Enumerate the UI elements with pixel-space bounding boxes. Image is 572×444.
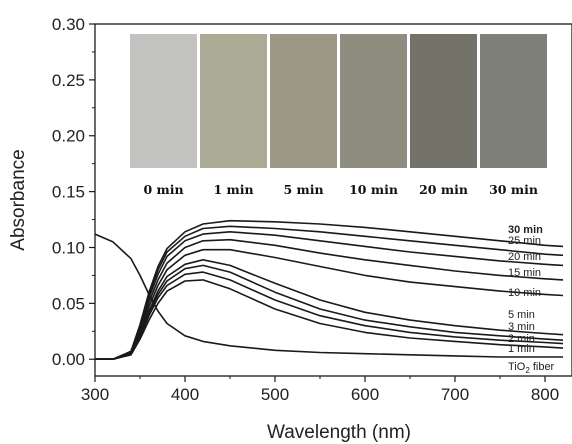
swatch-label: 5 min <box>283 182 323 197</box>
series-label: 30 min <box>508 224 543 236</box>
series-label: TiO2 fiber <box>508 361 555 375</box>
plot-frame <box>94 23 572 377</box>
x-tick-label: 300 <box>81 385 109 404</box>
series-label: 2 min <box>508 333 535 345</box>
y-tick-label: 0.25 <box>52 71 85 90</box>
spectrum-line <box>95 279 564 360</box>
x-tick-label: 700 <box>441 385 469 404</box>
x-tick-label: 800 <box>531 385 559 404</box>
color-swatch <box>410 34 477 168</box>
series-label: 25 min <box>508 235 541 247</box>
swatch-label: 1 min <box>213 182 253 197</box>
y-tick-label: 0.30 <box>52 15 85 34</box>
y-tick-label: 0.05 <box>52 294 85 313</box>
swatch-label: 10 min <box>349 182 398 197</box>
series-label: 3 min <box>508 321 535 333</box>
series-label: 1 min <box>508 343 535 355</box>
y-tick-label: 0.00 <box>52 350 85 369</box>
y-axis-title: Absorbance <box>8 149 29 250</box>
color-swatch <box>270 34 337 168</box>
axis-ticks: 300 400 500 600 700 800 0.00 0.05 0.10 0.15 0.20 0.… <box>52 15 559 404</box>
color-swatch <box>200 34 267 168</box>
series-label: 15 min <box>508 267 541 279</box>
color-swatch <box>130 34 197 168</box>
spectrum-line <box>95 238 564 360</box>
series-label: 10 min <box>508 287 541 299</box>
swatch-label: 20 min <box>419 182 468 197</box>
swatch-label: 0 min <box>143 182 183 197</box>
color-swatch <box>480 34 547 168</box>
x-tick-label: 500 <box>261 385 289 404</box>
spectrum-line <box>95 271 564 360</box>
swatch-label: 30 min <box>489 182 538 197</box>
color-swatch <box>340 34 407 168</box>
x-tick-label: 600 <box>351 385 379 404</box>
x-axis-title: Wavelength (nm) <box>267 422 411 443</box>
x-tick-label: 400 <box>171 385 199 404</box>
y-tick-label: 0.10 <box>52 238 85 257</box>
spectra-lines <box>94 219 564 360</box>
spectrum-line <box>94 233 563 358</box>
y-tick-label: 0.15 <box>52 183 85 202</box>
series-label: 20 min <box>508 251 541 263</box>
spectrum-line <box>95 219 564 360</box>
y-tick-label: 0.20 <box>52 127 85 146</box>
color-swatch-inset: 0 min 1 min 5 min 10 min 20 min 30 min <box>130 34 547 197</box>
series-label: 5 min <box>508 309 535 321</box>
spectrum-line <box>95 259 564 360</box>
